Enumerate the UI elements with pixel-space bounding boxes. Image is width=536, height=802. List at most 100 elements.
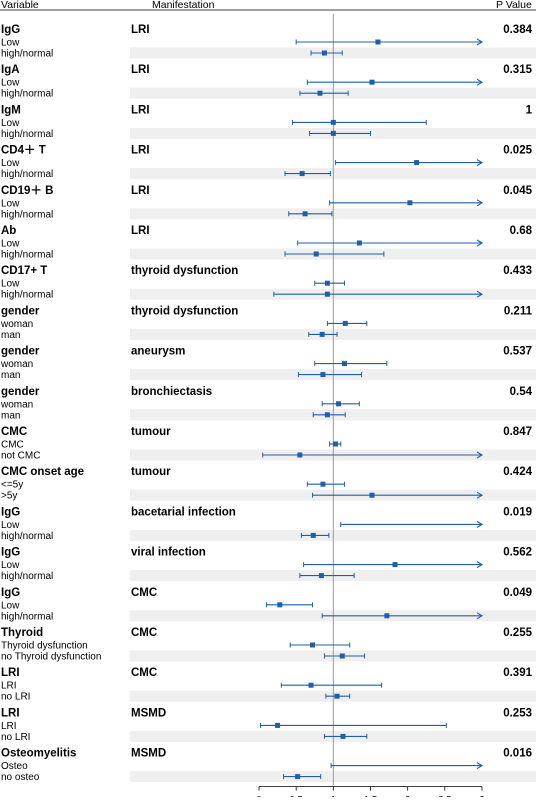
point-estimate <box>275 722 281 728</box>
ci-arrow <box>476 451 484 459</box>
manifestation-label: LRI <box>131 145 150 157</box>
variable-label: CMC <box>1 426 27 438</box>
ci-arrow <box>476 199 484 207</box>
manifestation-label: thyroid dysfunction <box>131 265 238 277</box>
point-estimate <box>369 492 375 498</box>
point-estimate <box>330 119 336 125</box>
level-label: high/normal <box>1 290 53 301</box>
variable-label: IgG <box>1 547 20 559</box>
p-value: 0.424 <box>503 466 532 478</box>
variable-label: Osteomyelitis <box>1 748 76 760</box>
point-estimate <box>341 361 347 367</box>
manifestation-label: viral infection <box>131 547 206 559</box>
level-label: Low <box>1 600 20 611</box>
variable-label: gender <box>1 305 40 317</box>
level-label: man <box>1 410 20 421</box>
variable-label: IgG <box>1 24 20 36</box>
level-label: no LRI <box>1 732 30 743</box>
level-label: Low <box>1 38 20 49</box>
ci-arrow <box>476 762 484 770</box>
point-estimate <box>299 171 305 177</box>
variable-label: IgG <box>1 506 20 518</box>
level-label: LRI <box>1 721 17 732</box>
point-estimate <box>324 291 330 297</box>
point-estimate <box>392 562 398 568</box>
point-estimate <box>356 240 362 246</box>
point-estimate <box>342 320 348 326</box>
level-label: woman <box>0 399 33 410</box>
manifestation-label: LRI <box>131 24 150 36</box>
point-estimate <box>297 452 303 458</box>
point-estimate <box>407 200 413 206</box>
level-label: Low <box>1 239 20 250</box>
variable-label: IgA <box>1 64 20 76</box>
level-label: high/normal <box>1 89 53 100</box>
variable-label: IgG <box>1 587 20 599</box>
p-value: 0.537 <box>503 346 532 358</box>
level-label: man <box>1 330 20 341</box>
level-label: woman <box>0 359 33 370</box>
ci-arrow <box>476 38 484 46</box>
p-value: 0.049 <box>503 587 532 599</box>
p-value: 0.384 <box>503 24 532 36</box>
level-label: high/normal <box>1 250 53 261</box>
variable-label: Ab <box>1 225 16 237</box>
p-value: 1 <box>526 104 533 116</box>
level-label: >5y <box>1 491 17 502</box>
p-value: 0.433 <box>503 265 532 277</box>
p-value: 0.253 <box>503 707 532 719</box>
level-label: high/normal <box>1 531 53 542</box>
ci-arrow <box>476 159 484 167</box>
point-estimate <box>321 50 327 56</box>
header-manifestation: Manifestation <box>152 0 215 11</box>
level-label: not CMC <box>1 451 40 462</box>
manifestation-label: LRI <box>131 225 150 237</box>
level-label: high/normal <box>1 209 53 220</box>
point-estimate <box>313 251 319 257</box>
p-value: 0.68 <box>510 225 533 237</box>
manifestation-label: thyroid dysfunction <box>131 305 238 317</box>
level-label: <=5y <box>1 480 23 491</box>
variable-label: CMC onset age <box>1 466 84 478</box>
point-estimate <box>369 79 375 85</box>
level-label: woman <box>0 319 33 330</box>
ci-arrow <box>476 612 484 620</box>
variable-label: LRI <box>1 667 20 679</box>
level-label: Low <box>1 520 20 531</box>
header-variable: Variable <box>1 0 39 11</box>
variable-label: gender <box>1 346 40 358</box>
ci-arrow <box>476 78 484 86</box>
manifestation-label: LRI <box>131 104 150 116</box>
manifestation-label: MSMD <box>131 748 166 760</box>
p-value: 0.211 <box>504 305 533 317</box>
level-label: Low <box>1 118 20 129</box>
point-estimate <box>302 211 308 217</box>
point-estimate <box>277 602 283 608</box>
p-value: 0.562 <box>503 547 532 559</box>
level-label: no Thyroid dysfunction <box>1 652 101 663</box>
p-value: 0.847 <box>503 426 532 438</box>
point-estimate <box>333 441 339 447</box>
point-estimate <box>320 481 326 487</box>
level-label: Low <box>1 158 20 169</box>
variable-label: CD4＋ T <box>1 144 46 157</box>
point-estimate <box>317 90 323 96</box>
level-label: no LRI <box>1 692 30 703</box>
variable-label: LRI <box>1 707 20 719</box>
p-value: 0.045 <box>503 185 532 197</box>
p-value: 0.025 <box>503 145 532 157</box>
point-estimate <box>324 412 330 418</box>
p-value: 0.315 <box>503 64 532 76</box>
manifestation-label: MSMD <box>131 707 166 719</box>
point-estimate <box>310 532 316 538</box>
variable-label: gender <box>1 386 40 398</box>
manifestation-label: CMC <box>131 587 157 599</box>
p-value: 0.016 <box>503 748 532 760</box>
level-label: Low <box>1 198 20 209</box>
point-estimate <box>339 653 345 659</box>
ci-arrow <box>476 491 484 499</box>
point-estimate <box>318 573 324 579</box>
point-estimate <box>324 280 330 286</box>
